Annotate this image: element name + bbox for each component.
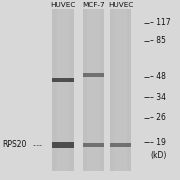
- Text: – 26: – 26: [150, 113, 166, 122]
- Bar: [83, 9, 104, 171]
- Bar: [83, 73, 104, 76]
- Bar: [52, 142, 74, 148]
- Text: – 117: – 117: [150, 18, 171, 27]
- Bar: [110, 9, 131, 171]
- Text: – 48: – 48: [150, 72, 166, 81]
- Text: MCF-7: MCF-7: [82, 2, 105, 8]
- Bar: [110, 143, 131, 147]
- Bar: [83, 143, 104, 147]
- Text: (kD): (kD): [150, 151, 167, 160]
- Text: RPS20: RPS20: [2, 140, 26, 149]
- Bar: [57, 9, 69, 171]
- Text: HUVEC: HUVEC: [50, 2, 76, 8]
- Bar: [87, 9, 100, 171]
- Text: – 34: – 34: [150, 93, 166, 102]
- Bar: [52, 9, 74, 171]
- Text: – 85: – 85: [150, 36, 166, 45]
- Text: – 19: – 19: [150, 138, 166, 147]
- Bar: [114, 9, 127, 171]
- Text: HUVEC: HUVEC: [108, 2, 133, 8]
- Bar: [52, 78, 74, 82]
